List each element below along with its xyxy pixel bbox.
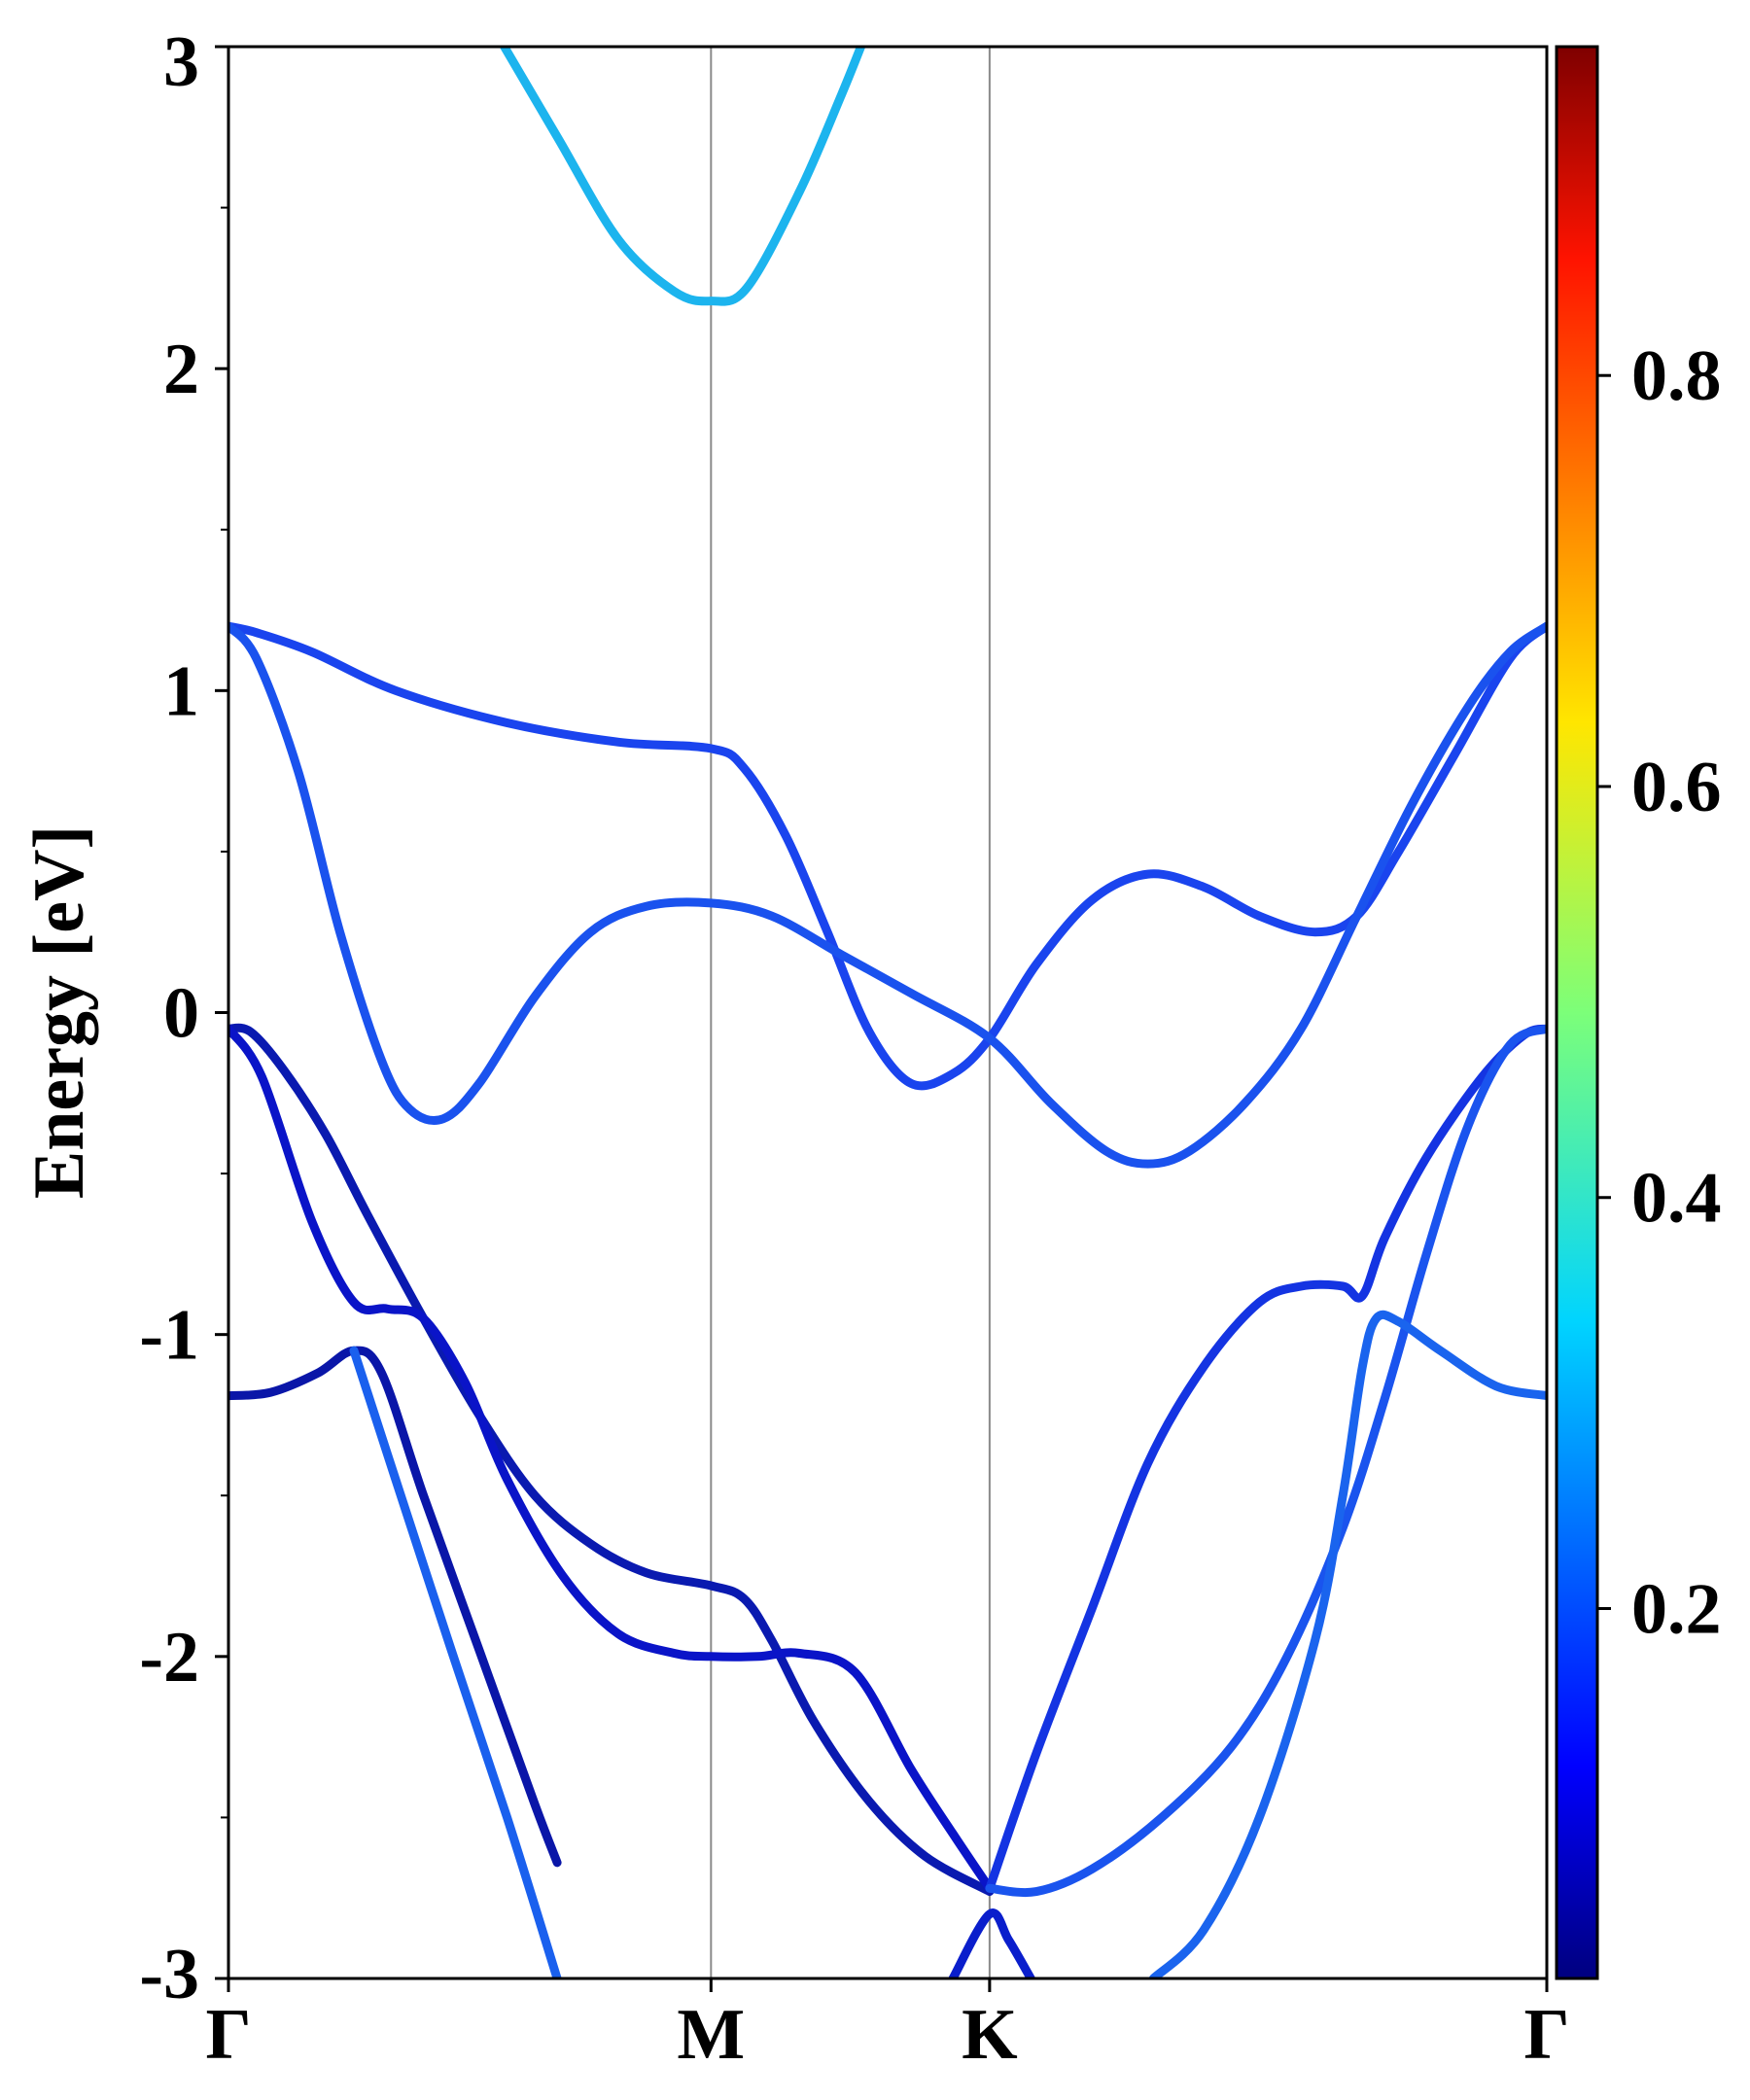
x-tick-label: K	[962, 1995, 1018, 2075]
y-tick-label: -3	[139, 1935, 199, 2014]
y-axis-ticks: 3 2 1 0 -1 -2 -3	[139, 22, 228, 2014]
colorbar-tick-label: 0.8	[1631, 336, 1722, 416]
y-tick-label: 3	[163, 22, 199, 102]
band-line	[349, 1346, 562, 1978]
colorbar-ticks: 0.2 0.4 0.6 0.8	[1597, 336, 1722, 1650]
band-line	[500, 47, 865, 306]
y-tick-label: 0	[163, 974, 199, 1054]
x-tick-label: Γ	[205, 1995, 251, 2075]
y-tick-label: 2	[163, 330, 199, 409]
band-curves	[228, 47, 1547, 1978]
band-line	[1148, 1310, 1547, 1978]
x-tick-label: Γ	[1523, 1995, 1569, 2075]
colorbar-tick-label: 0.4	[1631, 1159, 1722, 1239]
band-line	[985, 1024, 1547, 1893]
y-axis-title: Energy [eV]	[19, 825, 99, 1199]
colorbar-frame	[1555, 45, 1599, 1980]
colorbar-tick-label: 0.6	[1631, 748, 1722, 827]
colorbar-gradient	[1557, 47, 1597, 1978]
band-line	[228, 1024, 995, 1893]
y-tick-label: -2	[139, 1618, 199, 1698]
band-line	[228, 621, 1547, 1169]
y-tick-label: 1	[163, 651, 199, 731]
band-line	[948, 1908, 1035, 1978]
y-tick-label: -1	[139, 1296, 199, 1376]
band-line	[228, 1023, 995, 1897]
x-tick-label: M	[677, 1995, 745, 2075]
band-line	[228, 1346, 562, 1868]
colorbar: 0.2 0.4 0.6 0.8	[1555, 45, 1722, 1980]
colorbar-tick-label: 0.2	[1631, 1570, 1722, 1650]
